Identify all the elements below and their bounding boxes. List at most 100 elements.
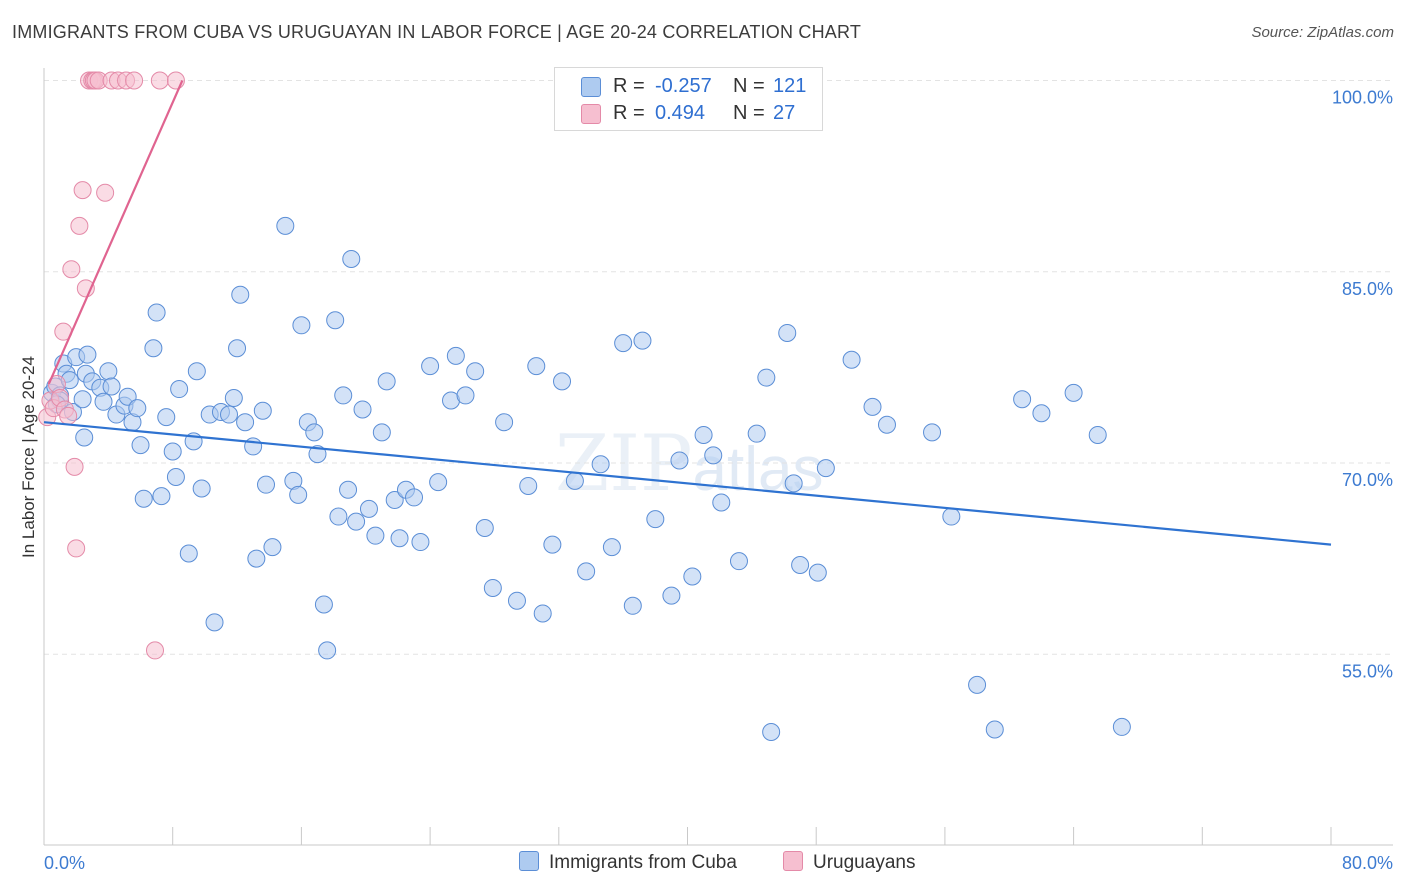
cuba-point [778,323,797,342]
cuba-point [308,445,327,464]
cuba-point [118,387,137,406]
cuba-point [762,723,781,742]
cuba-point [968,675,987,694]
cuba-point [372,423,391,442]
cuba-point [187,362,206,381]
cuba-point [421,357,440,376]
cuba-point [179,544,198,563]
n-label: N = [733,75,765,97]
cuba-point [353,400,372,419]
cuba-point [1112,717,1131,736]
cuba-point [78,345,97,364]
x-tick-label-max: 80.0% [1342,853,1393,873]
cuba-point [446,346,465,365]
watermark-zip: ZIP [555,419,693,509]
cuba-point [1064,383,1083,402]
cuba-point [456,386,475,405]
uruguayan-point [96,183,115,202]
cuba-point [236,413,255,432]
axes [43,68,1393,846]
cuba-point [646,510,665,529]
cuba-point [808,563,827,582]
uruguayan-point [67,539,86,558]
cuba-point [877,415,896,434]
cuba-trend-line [43,421,1332,546]
cuba-point [985,720,1004,739]
cuba-point [495,413,514,432]
cuba-point [134,489,153,508]
n-value: 121 [773,75,807,97]
cuba-point [694,425,713,444]
uruguayan-point [62,260,81,279]
cuba-point [205,613,224,632]
cuba-point [163,442,182,461]
y-tick-label: 85.0% [1342,279,1393,299]
cuba-points [43,216,1131,742]
uruguayan-point [146,641,165,660]
cuba-point [543,535,562,554]
cuba-point [131,436,150,455]
cuba-point [923,423,942,442]
uruguayan-point [73,181,92,200]
chart-title: IMMIGRANTS FROM CUBA VS URUGUAYAN IN LAB… [12,22,862,42]
cuba-point [565,471,584,490]
bottom-legend-uruguayans: Uruguayans [783,851,915,874]
cuba-point [339,480,358,499]
cuba-point [75,428,94,447]
cuba-point [483,578,502,597]
uruguayan-point [70,216,89,235]
correlation-legend: R = -0.257 N = 121 R = 0.494 N = 27 [554,67,823,131]
legend-row-cuba: R = -0.257 N = 121 [555,73,822,101]
uruguayan-legend-label: Uruguayans [813,852,916,873]
legend-row-uruguayans: R = 0.494 N = 27 [555,100,822,128]
y-tick-label: 100.0% [1332,88,1393,108]
cuba-point [347,512,366,531]
cuba-point [405,488,424,507]
cuba-point [73,390,92,409]
cuba-point [276,216,295,235]
uruguayan-point [65,457,84,476]
cuba-point [577,562,596,581]
cuba-point [329,507,348,526]
cuba-point [466,362,485,381]
cuba-point [683,567,702,586]
cuba-legend-label: Immigrants from Cuba [549,852,737,873]
x-tick-label-min: 0.0% [44,853,85,873]
cuba-point [231,285,250,304]
cuba-point [670,451,689,470]
cuba-point [263,538,282,557]
cuba-point [220,405,239,424]
cuba-point [359,499,378,518]
cuba-point [1088,425,1107,444]
cuba-point [1013,390,1032,409]
cuba-point [1032,404,1051,423]
bottom-legend-cuba: Immigrants from Cuba [519,851,737,874]
tick-labels: 100.0% 85.0% 70.0% 55.0% 0.0% 80.0% [44,88,1393,874]
cuba-point [318,641,337,660]
cuba-point [816,459,835,478]
cuba-point [633,331,652,350]
cuba-point [334,386,353,405]
source-credit: Source: ZipAtlas.com [1251,24,1394,41]
cuba-swatch [581,77,601,97]
cuba-point [366,526,385,545]
cuba-point [305,423,324,442]
uruguayan-point [150,71,169,90]
uruguayan-point [59,406,78,425]
uruguayan-legend-swatch [783,851,803,871]
cuba-point [385,490,404,509]
r-label: R = [613,75,645,97]
cuba-point [842,350,861,369]
uruguayan-points [38,71,185,660]
cuba-point [342,250,361,268]
cuba-point [729,552,748,571]
cuba-point [519,476,538,495]
cuba-point [157,408,176,427]
y-axis-label: In Labor Force | Age 20-24 [19,356,38,558]
uruguayan-trend-line [47,80,184,385]
cuba-point [170,380,189,399]
r-label: R = [613,102,645,124]
cuba-point [553,372,572,391]
y-tick-label: 70.0% [1342,470,1393,490]
cuba-point [166,468,185,487]
